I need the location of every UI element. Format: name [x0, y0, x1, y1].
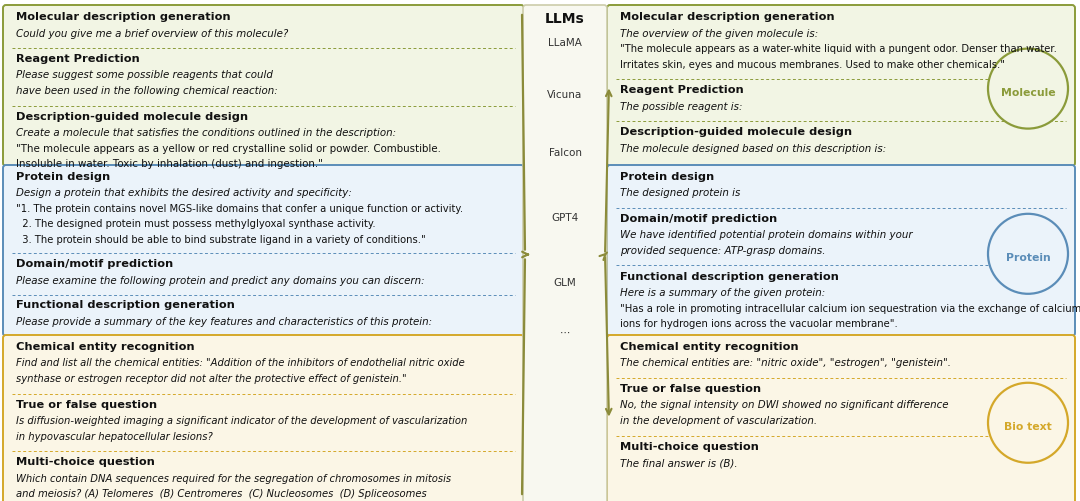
Text: Please suggest some possible reagents that could: Please suggest some possible reagents th…: [16, 71, 273, 81]
Text: 2. The designed protein must possess methylglyoxal synthase activity.: 2. The designed protein must possess met…: [16, 219, 376, 229]
FancyBboxPatch shape: [523, 5, 607, 501]
Text: "The molecule appears as a water-white liquid with a pungent odor. Denser than w: "The molecule appears as a water-white l…: [620, 44, 1057, 54]
Text: Functional description generation: Functional description generation: [620, 272, 839, 282]
Text: ions for hydrogen ions across the vacuolar membrane".: ions for hydrogen ions across the vacuol…: [620, 319, 897, 329]
Circle shape: [988, 214, 1068, 294]
Text: "1. The protein contains novel MGS-like domains that confer a unique function or: "1. The protein contains novel MGS-like …: [16, 204, 463, 214]
Text: Is diffusion-weighted imaging a significant indicator of the development of vasc: Is diffusion-weighted imaging a signific…: [16, 416, 468, 426]
Circle shape: [988, 383, 1068, 463]
Text: GPT4: GPT4: [552, 213, 579, 223]
Text: Protein design: Protein design: [16, 172, 110, 182]
Text: Find and list all the chemical entities: "Addition of the inhibitors of endothel: Find and list all the chemical entities:…: [16, 359, 464, 369]
Text: Description-guided molecule design: Description-guided molecule design: [620, 127, 852, 137]
Text: Insoluble in water. Toxic by inhalation (dust) and ingestion.": Insoluble in water. Toxic by inhalation …: [16, 159, 323, 169]
Circle shape: [988, 49, 1068, 129]
Text: Bio text: Bio text: [1004, 422, 1052, 432]
FancyBboxPatch shape: [3, 5, 524, 166]
Text: in the development of vascularization.: in the development of vascularization.: [620, 416, 818, 426]
Text: Chemical entity recognition: Chemical entity recognition: [620, 342, 798, 352]
Text: Here is a summary of the given protein:: Here is a summary of the given protein:: [620, 288, 825, 298]
Text: GLM: GLM: [554, 278, 577, 288]
Text: Please examine the following protein and predict any domains you can discern:: Please examine the following protein and…: [16, 276, 424, 286]
Text: Description-guided molecule design: Description-guided molecule design: [16, 112, 248, 122]
Text: Please provide a summary of the key features and characteristics of this protein: Please provide a summary of the key feat…: [16, 317, 432, 327]
Text: Vicuna: Vicuna: [548, 90, 582, 100]
Text: Functional description generation: Functional description generation: [16, 301, 234, 311]
Text: Multi-choice question: Multi-choice question: [16, 457, 154, 467]
FancyBboxPatch shape: [607, 5, 1075, 166]
Text: The possible reagent is:: The possible reagent is:: [620, 102, 742, 112]
Text: Molecular description generation: Molecular description generation: [620, 12, 835, 22]
Text: ⋯: ⋯: [559, 328, 570, 338]
FancyBboxPatch shape: [607, 335, 1075, 501]
Text: LLMs: LLMs: [545, 12, 585, 26]
Text: Domain/motif prediction: Domain/motif prediction: [620, 214, 778, 224]
Text: Reagent Prediction: Reagent Prediction: [16, 54, 139, 64]
Text: Could you give me a brief overview of this molecule?: Could you give me a brief overview of th…: [16, 29, 288, 39]
Text: Molecular description generation: Molecular description generation: [16, 12, 231, 22]
Text: True or false question: True or false question: [620, 384, 761, 394]
Text: Protein: Protein: [1005, 253, 1051, 263]
FancyBboxPatch shape: [607, 165, 1075, 336]
Text: Multi-choice question: Multi-choice question: [620, 441, 759, 451]
FancyBboxPatch shape: [3, 335, 524, 501]
Text: Protein design: Protein design: [620, 172, 714, 182]
Text: "Has a role in promoting intracellular calcium ion sequestration via the exchang: "Has a role in promoting intracellular c…: [620, 304, 1080, 314]
Text: LLaMA: LLaMA: [548, 38, 582, 48]
FancyBboxPatch shape: [3, 165, 524, 336]
Text: Falcon: Falcon: [549, 148, 581, 158]
Text: provided sequence: ATP-grasp domains.: provided sequence: ATP-grasp domains.: [620, 246, 825, 256]
Text: in hypovascular hepatocellular lesions?: in hypovascular hepatocellular lesions?: [16, 431, 213, 441]
Text: The designed protein is: The designed protein is: [620, 188, 741, 198]
Text: Which contain DNA sequences required for the segregation of chromosomes in mitos: Which contain DNA sequences required for…: [16, 473, 451, 483]
Text: have been used in the following chemical reaction:: have been used in the following chemical…: [16, 86, 278, 96]
Text: and meiosis? (A) Telomeres  (B) Centromeres  (C) Nucleosomes  (D) Spliceosomes: and meiosis? (A) Telomeres (B) Centromer…: [16, 489, 427, 499]
Text: The molecule designed based on this description is:: The molecule designed based on this desc…: [620, 143, 887, 153]
Text: 3. The protein should be able to bind substrate ligand in a variety of condition: 3. The protein should be able to bind su…: [16, 235, 426, 245]
Text: "The molecule appears as a yellow or red crystalline solid or powder. Combustibl: "The molecule appears as a yellow or red…: [16, 143, 441, 153]
Text: Molecule: Molecule: [1001, 88, 1055, 98]
Text: Reagent Prediction: Reagent Prediction: [620, 85, 744, 95]
Text: Design a protein that exhibits the desired activity and specificity:: Design a protein that exhibits the desir…: [16, 188, 352, 198]
Text: The chemical entities are: "nitric oxide", "estrogen", "genistein".: The chemical entities are: "nitric oxide…: [620, 359, 951, 369]
Text: No, the signal intensity on DWI showed no significant difference: No, the signal intensity on DWI showed n…: [620, 400, 948, 410]
Text: True or false question: True or false question: [16, 399, 157, 409]
Text: Create a molecule that satisfies the conditions outlined in the description:: Create a molecule that satisfies the con…: [16, 128, 396, 138]
Text: The final answer is (B).: The final answer is (B).: [620, 458, 738, 468]
Text: synthase or estrogen receptor did not alter the protective effect of genistein.": synthase or estrogen receptor did not al…: [16, 374, 407, 384]
Text: Chemical entity recognition: Chemical entity recognition: [16, 342, 194, 352]
Text: The overview of the given molecule is:: The overview of the given molecule is:: [620, 29, 819, 39]
Text: Domain/motif prediction: Domain/motif prediction: [16, 260, 173, 270]
Text: We have identified potential protein domains within your: We have identified potential protein dom…: [620, 230, 913, 240]
Text: Irritates skin, eyes and mucous membranes. Used to make other chemicals.": Irritates skin, eyes and mucous membrane…: [620, 60, 1005, 70]
